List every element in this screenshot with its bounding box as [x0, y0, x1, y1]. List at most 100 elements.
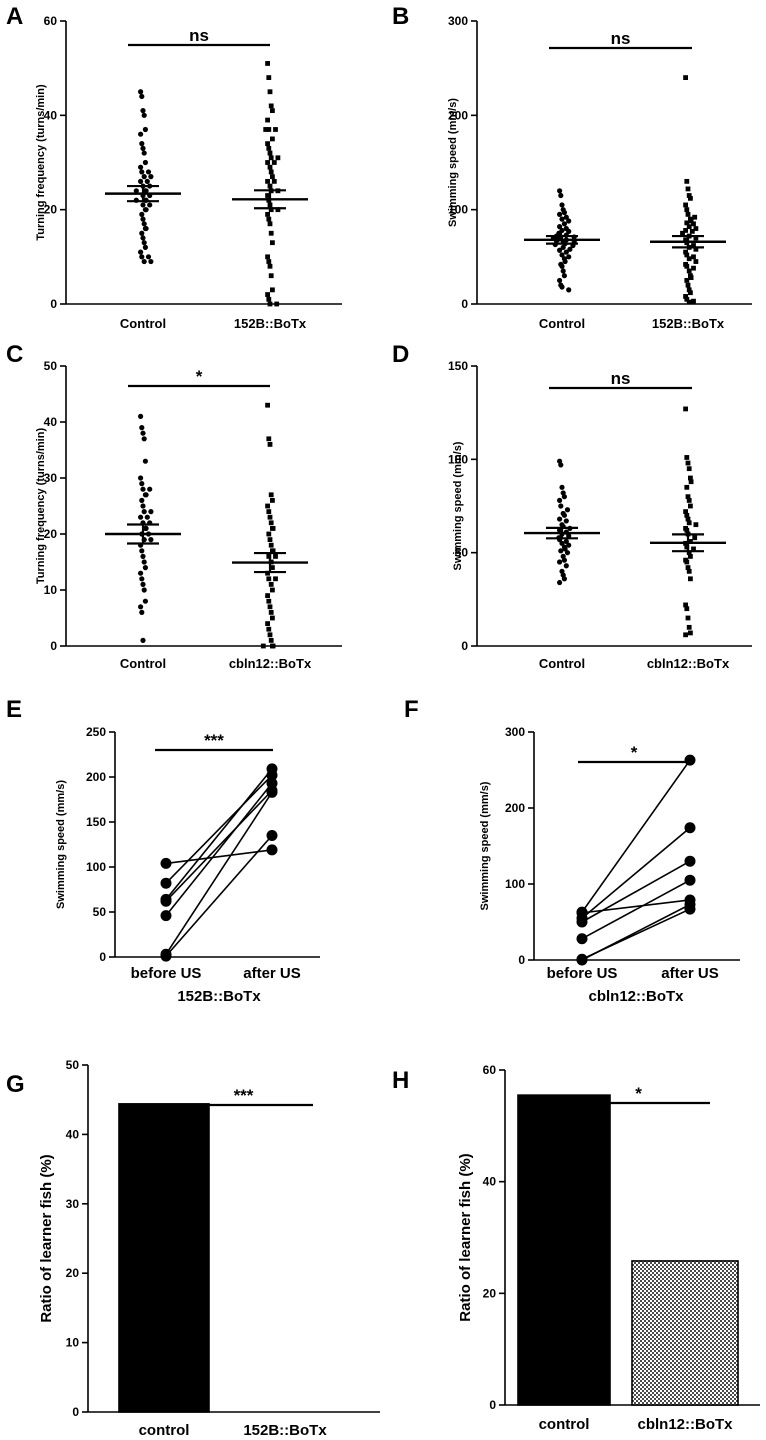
data-point	[686, 568, 692, 574]
data-point	[558, 503, 564, 509]
data-point	[684, 207, 690, 213]
data-point	[138, 131, 144, 137]
data-point	[141, 509, 147, 515]
data-point	[141, 221, 147, 227]
data-point	[141, 587, 147, 593]
y-tick-label: 100	[505, 877, 525, 891]
data-point-before	[576, 953, 588, 965]
panel-d: D 0 50 100 150 Swimming speed (mm/s) ns Control…	[392, 341, 752, 671]
data-point	[138, 413, 144, 419]
data-point	[140, 486, 146, 492]
data-point	[266, 436, 272, 442]
y-tick-label: 150	[448, 359, 468, 373]
y-tick-label: 150	[86, 815, 106, 829]
data-point	[685, 494, 691, 500]
data-point	[140, 503, 146, 509]
data-point	[688, 195, 693, 201]
data-point	[265, 254, 270, 260]
data-point	[144, 514, 150, 520]
y-tick-label: 20	[483, 1286, 497, 1300]
significance-label: *	[631, 743, 638, 762]
x-axis-label: cbln12::BoTx	[588, 988, 684, 1005]
data-point	[691, 243, 696, 248]
data-point	[563, 538, 569, 545]
data-point	[140, 216, 146, 222]
data-point	[683, 249, 688, 255]
data-point	[142, 126, 148, 133]
data-point	[143, 492, 149, 498]
data-point	[265, 141, 270, 147]
data-point	[683, 75, 688, 80]
data-point	[266, 576, 272, 582]
data-point-after	[266, 844, 278, 856]
data-point	[140, 430, 146, 436]
y-tick-label: 60	[483, 1063, 497, 1077]
data-point	[275, 155, 281, 161]
data-point	[683, 294, 688, 299]
data-point	[270, 240, 275, 246]
significance-label: ***	[204, 731, 224, 750]
y-axis-label: Turning frequency (turns/min)	[35, 428, 47, 585]
data-point	[140, 108, 146, 114]
y-tick-label: 20	[44, 527, 58, 541]
data-point	[684, 278, 690, 283]
data-point	[139, 481, 145, 487]
data-point	[267, 604, 273, 610]
data-point	[685, 615, 691, 621]
data-point	[683, 602, 688, 608]
data-point	[266, 554, 272, 559]
data-point	[558, 548, 564, 554]
bar	[118, 1103, 210, 1413]
x-category-label: Control	[539, 656, 585, 671]
data-point	[142, 565, 148, 571]
data-point	[562, 258, 568, 265]
data-point	[685, 516, 691, 522]
data-point	[140, 235, 146, 241]
data-point	[145, 169, 152, 175]
data-point	[148, 258, 154, 265]
data-point	[561, 512, 568, 518]
data-point	[688, 475, 693, 481]
significance-label: ns	[611, 29, 631, 48]
data-point	[143, 525, 149, 532]
data-point-after	[684, 822, 696, 834]
data-point	[566, 287, 572, 293]
data-point	[563, 518, 569, 524]
y-axis-label: Swimming speed (mm/s)	[447, 98, 459, 227]
significance-label: ns	[611, 369, 631, 388]
panel-h: H 0 20 40 60 Ratio of learner fish (%) * contro…	[392, 1063, 760, 1433]
data-point	[267, 442, 273, 447]
data-point	[561, 273, 568, 279]
data-point	[141, 240, 147, 246]
data-point	[266, 626, 272, 632]
data-point	[557, 188, 563, 194]
y-tick-label: 300	[448, 14, 468, 28]
data-point	[260, 643, 266, 649]
data-point	[686, 224, 692, 230]
data-point	[268, 273, 274, 279]
y-tick-label: 0	[72, 1405, 79, 1419]
data-point	[139, 141, 145, 147]
paired-line	[165, 774, 273, 884]
data-point	[563, 214, 569, 220]
y-tick-label: 0	[50, 639, 57, 653]
panel-letter: F	[404, 696, 419, 723]
data-point	[688, 630, 693, 636]
data-point	[148, 174, 154, 180]
y-tick-label: 40	[44, 108, 58, 122]
data-point	[139, 93, 145, 100]
data-point	[273, 127, 278, 132]
data-point	[140, 202, 146, 208]
data-point	[139, 254, 145, 260]
paired-line	[165, 791, 273, 955]
data-point	[561, 209, 568, 216]
data-point	[144, 178, 150, 184]
data-point	[140, 553, 146, 560]
data-point	[270, 615, 275, 621]
paired-line	[165, 849, 273, 865]
data-point-before	[576, 907, 588, 919]
data-point	[691, 254, 696, 260]
y-axis-label: Swimming speed (mm/s)	[479, 781, 491, 910]
data-point	[141, 436, 147, 442]
